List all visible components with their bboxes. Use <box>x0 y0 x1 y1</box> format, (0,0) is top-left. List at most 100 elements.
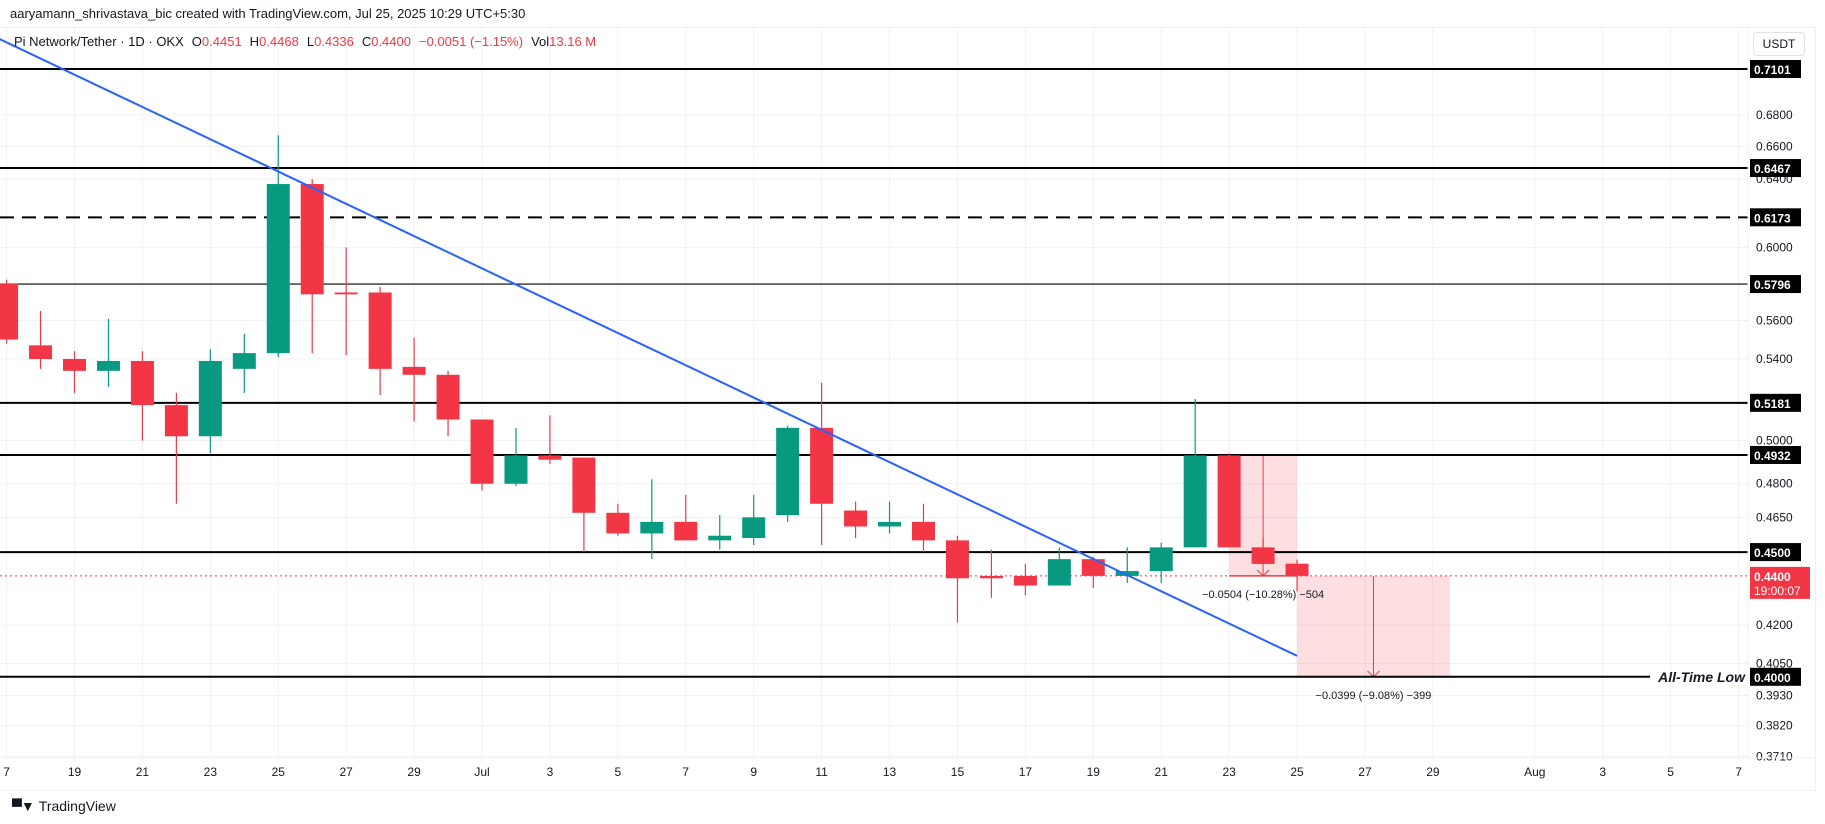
x-tick-label: 27 <box>1358 765 1372 779</box>
candle-body <box>1047 559 1071 586</box>
x-tick-label: 25 <box>272 765 286 779</box>
x-tick-label: 29 <box>407 765 421 779</box>
y-tick-label: 0.3710 <box>1756 750 1793 764</box>
x-tick-label: 13 <box>883 765 897 779</box>
candle-body <box>1013 575 1037 586</box>
level-price-label: 0.7101 <box>1754 63 1791 77</box>
candle-body <box>674 521 698 541</box>
candle-body <box>776 427 800 516</box>
candle-body <box>63 358 86 371</box>
current-price-badge <box>1750 566 1810 599</box>
x-tick-label: Jul <box>474 765 489 779</box>
chart-credit: aaryamann_shrivastava_bic created with T… <box>10 6 526 21</box>
level-price-badge <box>1750 60 1801 78</box>
x-tick-label: 21 <box>136 765 150 779</box>
plot-area <box>0 28 1748 758</box>
level-price-label: 0.4000 <box>1754 671 1791 685</box>
descending-trendline <box>0 38 1298 657</box>
candle-body <box>945 540 969 579</box>
candle-body <box>742 517 766 539</box>
x-tick-label: 7 <box>1735 765 1742 779</box>
candle-body <box>232 353 256 369</box>
tradingview-footer[interactable]: ▀▼ TradingView <box>12 798 116 814</box>
level-price-badge <box>1750 208 1801 227</box>
x-tick-label: 7 <box>682 765 689 779</box>
y-tick-label: 0.4050 <box>1756 657 1793 671</box>
candle-body <box>979 575 1003 579</box>
x-tick-label: 7 <box>3 765 10 779</box>
x-tick-label: 5 <box>1667 765 1674 779</box>
level-price-badge <box>1750 667 1801 686</box>
y-tick-label: 0.6800 <box>1756 108 1793 122</box>
candle-body <box>504 455 528 484</box>
legend-open: O0.4451 <box>191 34 242 49</box>
level-price-badge <box>1750 159 1801 178</box>
level-price-badge <box>1750 445 1801 464</box>
measure-label: −0.0504 (−10.28%) −504 <box>1202 589 1324 601</box>
x-tick-label: 29 <box>1426 765 1440 779</box>
x-tick-label: 23 <box>204 765 218 779</box>
candle-body <box>368 292 392 369</box>
all-time-low-label: All-Time Low <box>1657 669 1746 685</box>
candle-body <box>164 405 188 437</box>
y-tick-label: 0.4800 <box>1756 477 1793 491</box>
x-tick-label: 17 <box>1019 765 1033 779</box>
legend-high: H0.4468 <box>249 34 299 49</box>
level-price-badge <box>1750 393 1801 412</box>
candle-body <box>640 521 664 534</box>
x-tick-label: 27 <box>340 765 354 779</box>
x-tick-label: 23 <box>1222 765 1236 779</box>
candle-body <box>810 427 834 504</box>
candle-body <box>606 512 630 534</box>
candle-body <box>572 457 596 513</box>
symbol-title[interactable]: Pi Network/Tether · 1D · OKX <box>14 34 184 49</box>
candle-body <box>1115 571 1139 576</box>
candle-body <box>436 374 460 420</box>
candle-body <box>0 283 19 340</box>
bar-countdown-label: 19:00:07 <box>1754 584 1801 598</box>
legend-close: C0.4400 <box>361 34 411 49</box>
current-price-label: 0.4400 <box>1754 570 1791 584</box>
x-tick-label: 9 <box>750 765 757 779</box>
y-tick-label: 0.5600 <box>1756 313 1793 327</box>
legend-change: −0.0051 (−1.15%) <box>418 34 524 49</box>
y-tick-label: 0.5000 <box>1756 433 1793 447</box>
candle-body <box>1183 455 1207 548</box>
level-price-badge <box>1750 275 1801 294</box>
currency-unit-button[interactable]: USDT <box>1753 32 1805 56</box>
candle-body <box>402 366 426 375</box>
x-tick-label: 21 <box>1155 765 1169 779</box>
level-price-label: 0.5181 <box>1754 397 1791 411</box>
x-tick-label: 11 <box>815 765 828 779</box>
x-tick-label: 19 <box>68 765 82 779</box>
measure-label: −0.0399 (−9.08%) −399 <box>1316 690 1432 702</box>
candle-body <box>1285 563 1309 576</box>
brand-label: TradingView <box>38 798 116 814</box>
level-price-label: 0.5796 <box>1754 278 1791 292</box>
candle-body <box>912 521 935 541</box>
x-tick-label: 5 <box>615 765 622 779</box>
tradingview-logo-icon: ▀▼ <box>12 798 35 814</box>
candle-body <box>266 184 290 354</box>
x-tick-label: 19 <box>1087 765 1101 779</box>
candle-body <box>1251 547 1275 564</box>
level-price-label: 0.4932 <box>1754 449 1791 463</box>
y-tick-label: 0.6000 <box>1756 240 1793 254</box>
candle-body <box>844 510 868 527</box>
y-tick-label: 0.4650 <box>1756 510 1793 524</box>
y-tick-label: 0.3930 <box>1756 689 1793 703</box>
level-price-label: 0.6467 <box>1754 162 1791 176</box>
y-tick-label: 0.5400 <box>1756 352 1793 366</box>
candle-body <box>470 419 494 484</box>
x-tick-label: 3 <box>547 765 554 779</box>
x-tick-label: 15 <box>951 765 965 779</box>
candle-body <box>1149 547 1173 572</box>
legend-low: L0.4336 <box>306 34 354 49</box>
candle-body <box>130 360 154 406</box>
y-tick-label: 0.4200 <box>1756 618 1793 632</box>
candle-body <box>96 360 120 371</box>
x-tick-label: 3 <box>1599 765 1606 779</box>
level-price-badge <box>1750 543 1801 562</box>
candle-body <box>1217 455 1241 548</box>
